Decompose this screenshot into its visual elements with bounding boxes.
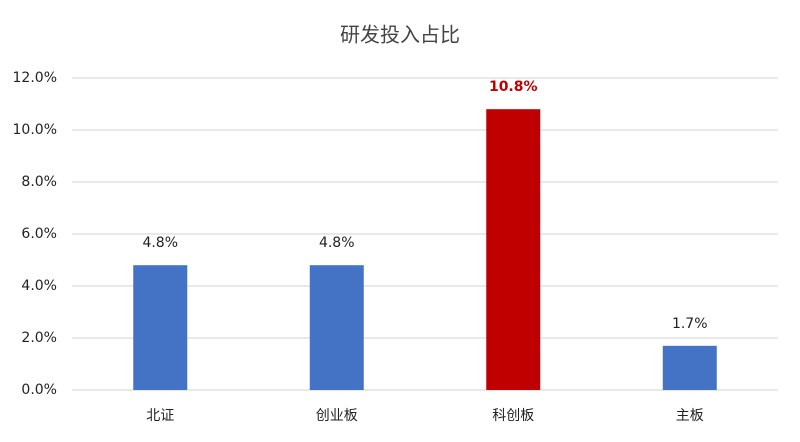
y-tick-label: 8.0% — [21, 174, 57, 190]
bar — [133, 265, 188, 390]
bar — [486, 109, 541, 390]
y-tick-label: 6.0% — [21, 226, 57, 242]
y-tick-label: 4.0% — [21, 278, 57, 294]
x-tick-label: 创业板 — [316, 408, 358, 424]
y-tick-label: 10.0% — [13, 122, 57, 138]
x-tick-label: 主板 — [676, 408, 704, 424]
value-label: 10.8% — [489, 79, 538, 95]
value-label: 4.8% — [319, 235, 355, 251]
bar — [309, 265, 364, 390]
bar — [662, 345, 717, 390]
chart-title: 研发投入占比 — [340, 23, 460, 47]
y-tick-label: 12.0% — [13, 70, 57, 86]
x-tick-label: 北证 — [146, 408, 174, 424]
y-tick-label: 2.0% — [21, 330, 57, 346]
value-label: 4.8% — [142, 235, 178, 251]
value-label: 1.7% — [672, 316, 708, 332]
x-tick-label: 科创板 — [492, 408, 534, 424]
y-tick-label: 0.0% — [21, 382, 57, 398]
